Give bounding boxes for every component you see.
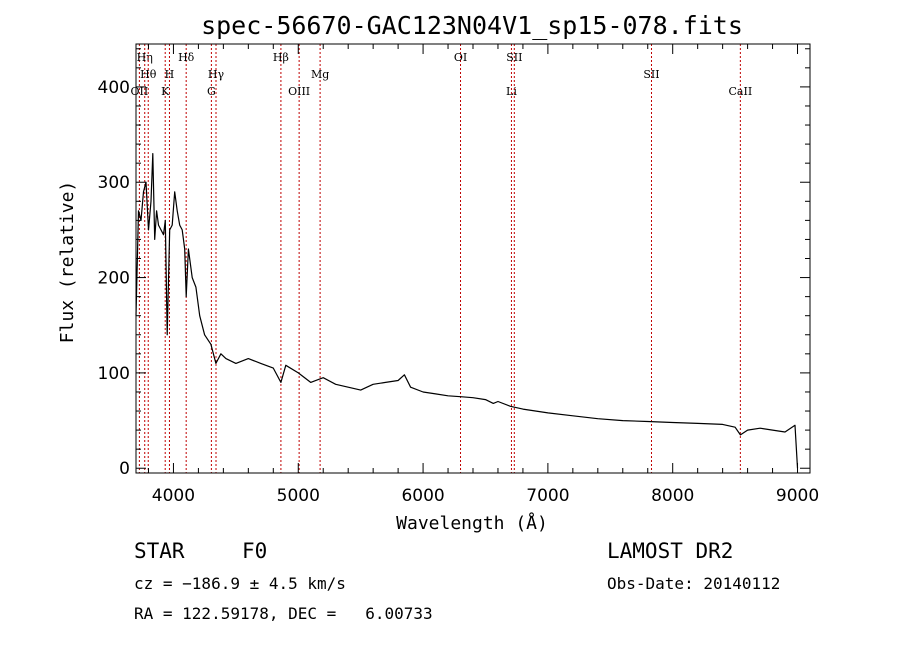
coordinates-line: RA = 122.59178, DEC = 6.00733 xyxy=(134,604,433,623)
x-tick-label: 4000 xyxy=(152,486,195,506)
y-tick-label: 0 xyxy=(119,459,130,479)
line-marker-label: Hθ xyxy=(140,68,157,81)
line-marker-label: OIII xyxy=(288,85,310,98)
y-tick-label: 400 xyxy=(98,78,130,98)
line-marker-label: Hη xyxy=(137,51,153,64)
line-marker-label: Hβ xyxy=(273,51,289,64)
line-marker-label: G xyxy=(207,85,216,98)
line-marker-label: SII xyxy=(506,51,522,64)
chart-title: spec-56670-GAC123N04V1_sp15-078.fits xyxy=(201,11,743,40)
x-tick-label: 5000 xyxy=(277,486,320,506)
object-subclass: F0 xyxy=(242,539,268,563)
object-class: STAR xyxy=(134,539,185,563)
redshift-line: cz = −186.9 ± 4.5 km/s xyxy=(134,574,346,593)
line-marker-label: Hγ xyxy=(208,68,225,81)
survey-label: LAMOST DR2 xyxy=(607,539,734,563)
line-marker-label: Li xyxy=(506,85,517,98)
y-tick-label: 100 xyxy=(98,364,130,384)
y-axis: 0 100 200 300 400 xyxy=(98,48,810,479)
spectrum-line xyxy=(135,153,799,469)
x-tick-label: 9000 xyxy=(776,486,819,506)
line-marker-label: Mg xyxy=(311,68,329,81)
x-axis: 4000 5000 6000 7000 8000 9000 xyxy=(147,44,819,506)
line-marker-label: CaII xyxy=(729,85,753,98)
x-axis-label: Wavelength (Å) xyxy=(396,512,548,534)
y-axis-label: Flux (relative) xyxy=(57,181,78,344)
x-tick-label: 8000 xyxy=(651,486,694,506)
plot-frame xyxy=(135,43,811,474)
line-marker-label: H xyxy=(165,68,175,81)
line-marker-label: OI xyxy=(454,51,467,64)
line-marker-label: K xyxy=(161,85,170,98)
spectrum-series xyxy=(135,153,799,469)
y-tick-label: 300 xyxy=(98,173,130,193)
x-tick-label: 6000 xyxy=(401,486,444,506)
line-marker-label: OII xyxy=(131,85,149,98)
line-marker-label: Hδ xyxy=(178,51,195,64)
line-marker-label: SII xyxy=(643,68,659,81)
obs-date-line: Obs-Date: 20140112 xyxy=(607,574,781,593)
x-tick-label: 7000 xyxy=(526,486,569,506)
y-tick-label: 200 xyxy=(98,269,130,289)
